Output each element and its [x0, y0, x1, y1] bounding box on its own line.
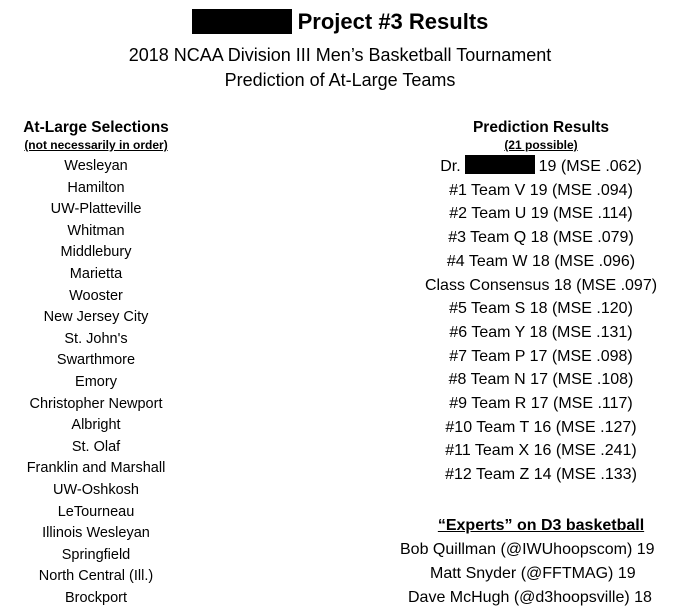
result-row: #3 Team Q 18 (MSE .079) [448, 229, 634, 247]
list-item: Wesleyan [64, 158, 128, 174]
prediction-results-column: Prediction Results (21 possible) Dr. 19 (… [360, 118, 680, 487]
result-prefix: Dr. [440, 158, 461, 175]
list-item: St. Olaf [71, 438, 121, 455]
result-row: #2 Team U 19 (MSE .114) [449, 205, 633, 223]
list-item: Brockport [64, 589, 128, 606]
list-item: Albright [71, 417, 121, 434]
result-row: #6 Team Y 18 (MSE .131) [449, 323, 633, 341]
list-item: Swarthmore [56, 352, 136, 369]
list-item: St. John's [64, 330, 128, 347]
list-item: Marietta [69, 265, 123, 282]
result-row-top: Dr. 19 (MSE .062) [360, 155, 680, 179]
list-item: Illinois Wesleyan [42, 525, 150, 542]
result-row: #12 Team Z 14 (MSE .133) [445, 466, 637, 484]
list-item: Springfield [61, 546, 131, 563]
redacted-name-block [191, 8, 292, 34]
redacted-name-block [464, 155, 535, 175]
subtitle-tournament: 2018 NCAA Division III Men’s Basketball … [128, 45, 552, 65]
result-row: #1 Team V 19 (MSE .094) [449, 181, 633, 199]
list-item: North Central (Ill.) [38, 568, 154, 585]
result-row: #10 Team T 16 (MSE .127) [445, 418, 637, 436]
expert-row: Matt Snyder (@FFTMAG) 19 [430, 565, 636, 582]
results-heading: Prediction Results [472, 119, 610, 136]
page-title: Project #3 Results [0, 8, 680, 36]
subtitle-prediction: Prediction of At-Large Teams [224, 70, 456, 90]
list-item: Hamilton [67, 179, 125, 196]
result-row: #4 Team W 18 (MSE .096) [446, 252, 636, 270]
list-item: UW-Platteville [50, 201, 142, 218]
experts-heading: “Experts” on D3 basketball [437, 517, 645, 534]
team-list: Wesleyan Hamilton UW-Platteville Whitman Mid… [0, 156, 192, 609]
title-text: Project #3 Results [297, 9, 489, 34]
results-list: Dr. 19 (MSE .062) #1 Team V 19 (MSE .094)… [360, 155, 680, 487]
list-item: Middlebury [60, 244, 132, 261]
selections-heading: At-Large Selections [23, 119, 169, 136]
result-row: #11 Team X 16 (MSE .241) [445, 442, 637, 460]
results-note: (21 possible) [504, 138, 578, 152]
list-item: New Jersey City [43, 309, 149, 326]
expert-row: Dave McHugh (@d3hoopsville) 18 [408, 589, 652, 606]
result-row: Class Consensus 18 (MSE .097) [424, 276, 658, 294]
result-row: #9 Team R 17 (MSE .117) [449, 395, 633, 413]
list-item: LeTourneau [57, 503, 135, 520]
result-row: #8 Team N 17 (MSE .108) [448, 371, 634, 389]
at-large-selections-column: At-Large Selections (not necessarily in … [0, 118, 192, 609]
list-item: UW-Oshkosh [53, 481, 139, 498]
list-item: Christopher Newport [29, 395, 163, 412]
result-suffix: 19 (MSE .062) [538, 158, 642, 175]
result-row: #7 Team P 17 (MSE .098) [449, 347, 633, 365]
selections-note: (not necessarily in order) [24, 138, 168, 152]
list-item: Emory [75, 373, 117, 390]
result-row: #5 Team S 18 (MSE .120) [449, 300, 633, 318]
list-item: Wooster [69, 287, 123, 304]
list-item: Whitman [67, 222, 125, 239]
list-item: Franklin and Marshall [26, 460, 166, 477]
experts-list: Bob Quillman (@IWUhoopscom) 19 Matt Snyde… [400, 538, 655, 610]
expert-row: Bob Quillman (@IWUhoopscom) 19 [400, 541, 655, 558]
